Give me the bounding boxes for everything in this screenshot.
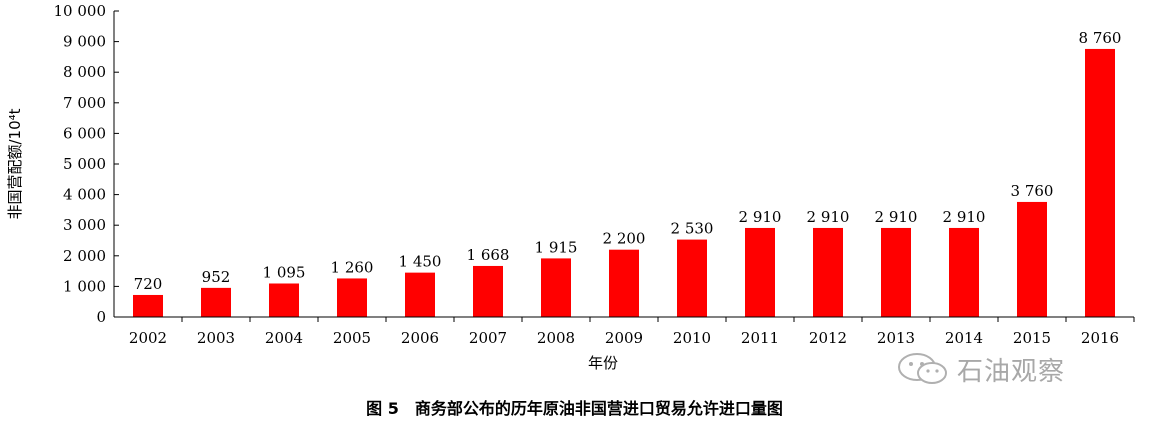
data-label: 720 xyxy=(134,275,163,293)
y-tick-label: 8 000 xyxy=(63,63,106,81)
data-label: 1 260 xyxy=(331,258,374,276)
bar xyxy=(541,258,571,317)
bar-chart: 0 1 000 2 000 3 000 4 000 5 000 6 000 7 000 8 00… xyxy=(6,2,1135,372)
bar xyxy=(405,272,435,317)
x-tick-label: 2009 xyxy=(605,329,643,347)
data-label: 1 668 xyxy=(467,246,510,264)
x-tick-label: 2006 xyxy=(401,329,439,347)
y-tick-label: 9 000 xyxy=(63,33,106,51)
data-labels: 720 952 1 095 1 260 1 450 1 668 1 915 2 200 2 53… xyxy=(134,29,1122,293)
data-label: 3 760 xyxy=(1011,182,1054,200)
bar xyxy=(949,227,979,317)
y-tick-label: 10 000 xyxy=(54,2,107,20)
x-tick-label: 2003 xyxy=(197,329,235,347)
bar xyxy=(745,227,775,317)
bar xyxy=(201,287,231,317)
y-tick-label: 0 xyxy=(96,308,106,326)
bar xyxy=(1017,201,1047,317)
x-tick-label: 2008 xyxy=(537,329,575,347)
data-label: 2 910 xyxy=(739,208,782,226)
data-label: 2 910 xyxy=(807,208,850,226)
y-tick-label: 2 000 xyxy=(63,247,106,265)
wechat-icon xyxy=(898,353,947,384)
x-tick-label: 2004 xyxy=(265,329,303,347)
data-label: 8 760 xyxy=(1079,29,1122,47)
y-tick-label: 1 000 xyxy=(63,277,106,295)
data-label: 952 xyxy=(202,268,231,286)
x-axis-ticks: 2002 2003 2004 2005 2006 2007 2008 2009 2010 2011… xyxy=(129,317,1135,347)
watermark-text: 石油观察 xyxy=(957,356,1066,387)
y-tick-label: 5 000 xyxy=(63,155,106,173)
x-tick-label: 2016 xyxy=(1081,329,1119,347)
bar xyxy=(881,227,911,317)
x-tick-label: 2013 xyxy=(877,329,915,347)
data-label: 1 450 xyxy=(399,253,442,271)
bar xyxy=(677,239,707,317)
x-tick-label: 2012 xyxy=(809,329,847,347)
data-label: 2 200 xyxy=(603,230,646,248)
bar xyxy=(813,227,843,317)
x-tick-label: 2007 xyxy=(469,329,507,347)
x-axis-title: 年份 xyxy=(588,354,618,372)
y-tick-label: 3 000 xyxy=(63,216,106,234)
bar xyxy=(609,249,639,317)
watermark: 石油观察 xyxy=(895,352,1066,387)
figure-caption: 图 5 商务部公布的历年原油非国营进口贸易允许进口量图 xyxy=(366,399,783,418)
y-tick-label: 4 000 xyxy=(63,186,106,204)
bar xyxy=(337,278,367,317)
data-label: 1 095 xyxy=(263,263,306,281)
x-tick-label: 2010 xyxy=(673,329,711,347)
data-label: 1 915 xyxy=(535,238,578,256)
x-tick-label: 2002 xyxy=(129,329,167,347)
x-tick-label: 2014 xyxy=(945,329,983,347)
x-tick-label: 2015 xyxy=(1013,329,1051,347)
data-label: 2 530 xyxy=(671,220,714,238)
bars xyxy=(133,48,1115,317)
bar xyxy=(473,265,503,317)
y-tick-label: 6 000 xyxy=(63,124,106,142)
data-label: 2 910 xyxy=(943,208,986,226)
data-label: 2 910 xyxy=(875,208,918,226)
y-tick-label: 7 000 xyxy=(63,94,106,112)
bar xyxy=(1085,48,1115,317)
bar xyxy=(269,283,299,317)
bar xyxy=(133,294,163,317)
x-tick-label: 2005 xyxy=(333,329,371,347)
y-axis-ticks: 0 1 000 2 000 3 000 4 000 5 000 6 000 7 000 8 00… xyxy=(54,2,119,326)
x-tick-label: 2011 xyxy=(741,329,779,347)
y-axis-title: 非国营配额/10⁴t xyxy=(6,108,24,219)
